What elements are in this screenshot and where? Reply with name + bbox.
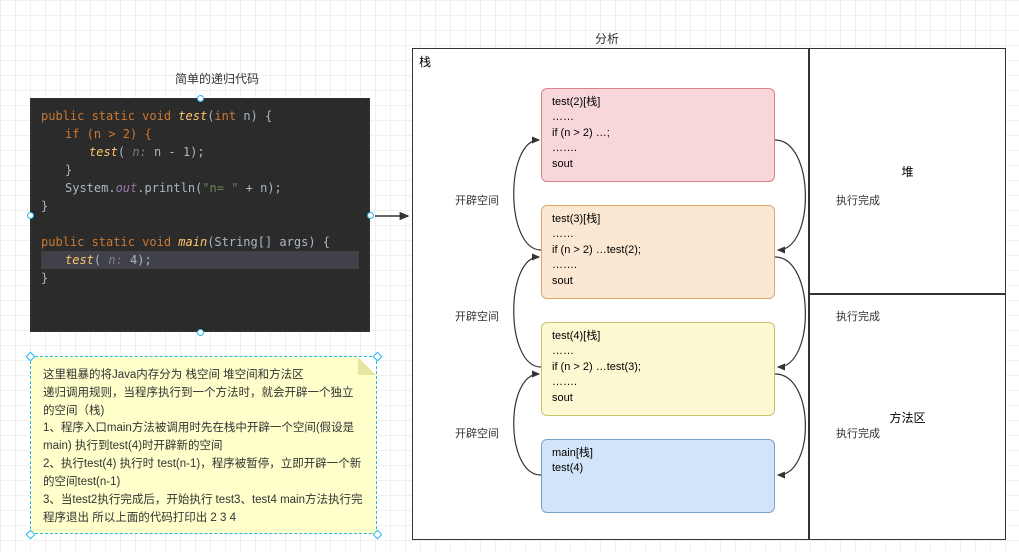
frame-line: …… <box>552 344 764 359</box>
frame-line: test(4) <box>552 461 764 476</box>
selection-handle[interactable] <box>367 212 374 219</box>
method-area-label: 方法区 <box>889 409 925 426</box>
frame-title: test(4)[栈] <box>552 329 764 344</box>
heap-label: 堆 <box>901 163 913 180</box>
frame-line: ……. <box>552 258 764 273</box>
section-title-analysis: 分析 <box>595 30 619 47</box>
frame-line: sout <box>552 391 764 406</box>
stack-frame: test(4)[栈]……if (n > 2) …test(3);…….sout <box>541 322 775 416</box>
note-line: 1、程序入口main方法被调用时先在栈中开辟一个空间(假设是main) 执行到t… <box>43 420 364 456</box>
frame-line: if (n > 2) …test(2); <box>552 243 764 258</box>
label-exec-done: 执行完成 <box>836 192 880 208</box>
selection-handle[interactable] <box>27 212 34 219</box>
frame-line: ……. <box>552 375 764 390</box>
frame-line: sout <box>552 157 764 172</box>
note-line: 3、当test2执行完成后，开始执行 test3、test4 main方法执行完… <box>43 492 364 528</box>
label-open-space: 开辟空间 <box>455 192 499 208</box>
selection-handle[interactable] <box>197 329 204 336</box>
note-line: 递归调用规则，当程序执行到一个方法时，就会开辟一个独立的空间（栈) <box>43 385 364 421</box>
frame-title: test(3)[栈] <box>552 212 764 227</box>
label-open-space: 开辟空间 <box>455 425 499 441</box>
frame-line: …… <box>552 227 764 242</box>
stack-label: 栈 <box>419 53 431 70</box>
note-line: 这里粗暴的将Java内存分为 栈空间 堆空间和方法区 <box>43 367 364 385</box>
code-editor: public static void test(int n) { if (n >… <box>30 98 370 332</box>
frame-line: ……. <box>552 141 764 156</box>
heap-region: 堆 <box>809 48 1006 294</box>
frame-title: main[栈] <box>552 446 764 461</box>
frame-title: test(2)[栈] <box>552 95 764 110</box>
label-exec-done: 执行完成 <box>836 308 880 324</box>
label-exec-done: 执行完成 <box>836 425 880 441</box>
selection-handle[interactable] <box>197 95 204 102</box>
note-line: 2、执行test(4) 执行时 test(n-1)，程序被暂停，立即开辟一个新的… <box>43 456 364 492</box>
section-title-code: 简单的递归代码 <box>175 70 259 87</box>
stack-frame: test(2)[栈]……if (n > 2) …;…….sout <box>541 88 775 182</box>
annotation-note: 这里粗暴的将Java内存分为 栈空间 堆空间和方法区 递归调用规则，当程序执行到… <box>30 356 377 534</box>
stack-frame: test(3)[栈]……if (n > 2) …test(2);…….sout <box>541 205 775 299</box>
frame-line: if (n > 2) …test(3); <box>552 360 764 375</box>
frame-line: if (n > 2) …; <box>552 126 764 141</box>
method-area-region: 方法区 <box>809 294 1006 540</box>
stack-frame: main[栈]test(4) <box>541 439 775 513</box>
label-open-space: 开辟空间 <box>455 308 499 324</box>
frame-line: sout <box>552 274 764 289</box>
frame-line: …… <box>552 110 764 125</box>
selection-handle[interactable] <box>373 530 383 540</box>
